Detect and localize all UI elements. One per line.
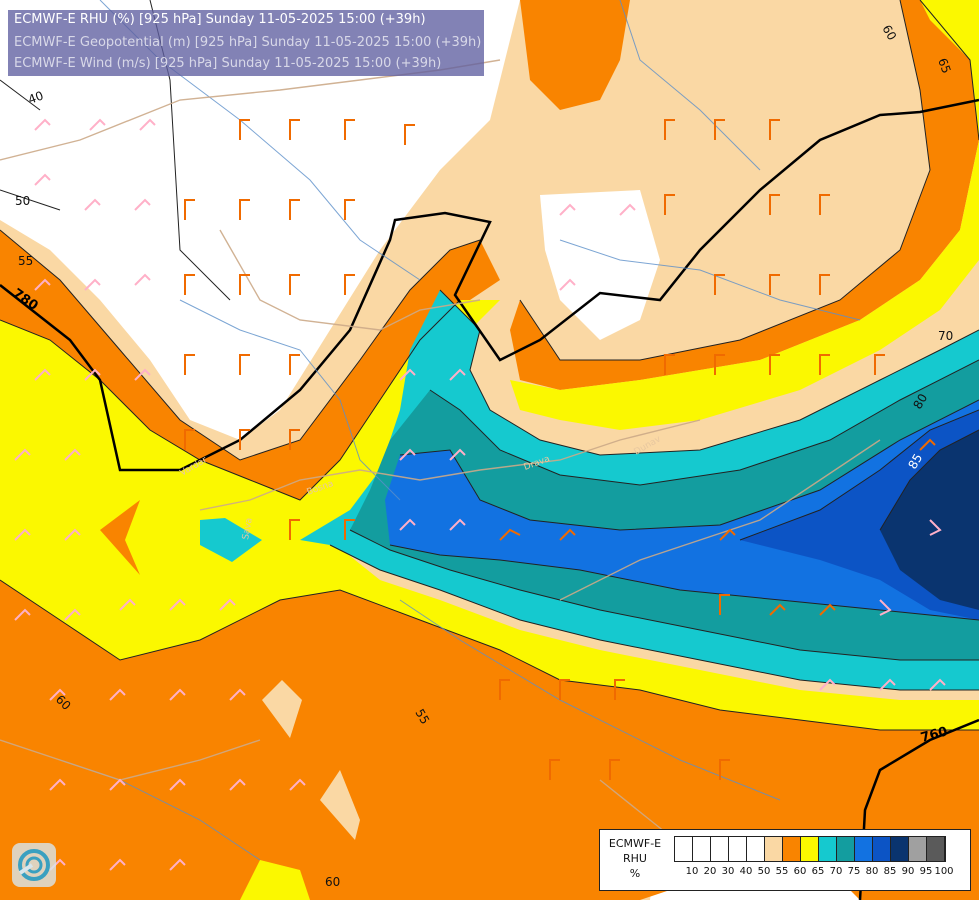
legend-swatch <box>891 837 909 861</box>
legend-swatch <box>909 837 927 861</box>
legend-swatch <box>837 837 855 861</box>
ecmwf-logo-icon <box>12 843 56 887</box>
wind-title: ECMWF-E Wind (m/s) [925 hPa] Sunday 11-0… <box>14 56 442 71</box>
color-legend: ECMWF-E RHU % 10 20 30 40 50 55 60 65 70 75 80 85 90… <box>599 829 971 891</box>
rhu-band-90 <box>880 430 979 610</box>
legend-swatch <box>729 837 747 861</box>
rhu-band-60-ne <box>510 0 979 390</box>
rhu-patch-3 <box>240 860 310 900</box>
legend-swatch <box>693 837 711 861</box>
rhu-label: 60 <box>325 875 340 889</box>
rhu-contours <box>0 0 979 731</box>
legend-tick-label: 55 <box>775 866 789 877</box>
rhu-patch-1 <box>262 680 302 738</box>
rhu-band-60-top <box>520 0 630 110</box>
legend-swatch <box>747 837 765 861</box>
legend-tick-label: 60 <box>793 866 807 877</box>
rhu-label: 40 <box>26 88 45 106</box>
legend-title-unit: % <box>629 867 641 880</box>
legend-tick-label: 90 <box>901 866 915 877</box>
legend-swatch <box>855 837 873 861</box>
legend-tick-label: 65 <box>811 866 825 877</box>
legend-tick-label: 30 <box>721 866 735 877</box>
legend-tick-label: 75 <box>847 866 861 877</box>
legend-swatch <box>927 837 945 861</box>
wind-barbs <box>14 118 946 871</box>
rhu-label: 85 <box>905 451 925 471</box>
legend-swatch <box>711 837 729 861</box>
geopotential-label: 760 <box>919 724 949 746</box>
rhu-band-60-wedge <box>100 500 140 575</box>
legend-tick-label: 95 <box>919 866 933 877</box>
legend-tick-label: 20 <box>703 866 717 877</box>
legend-swatch <box>783 837 801 861</box>
legend-tick-label: 40 <box>739 866 753 877</box>
rhu-band-60-sw <box>0 580 979 900</box>
rhu-band-65-ne <box>510 0 979 430</box>
legend-swatch <box>675 837 693 861</box>
rhu-band-80 <box>385 400 979 620</box>
rhu-label: 55 <box>412 707 432 727</box>
legend-title-model: ECMWF-E <box>608 837 662 850</box>
rhu-patch-2 <box>320 770 360 840</box>
rhu-band-below-50-east <box>540 190 660 340</box>
legend-tick-label: 50 <box>757 866 771 877</box>
title-box <box>8 10 484 76</box>
rhu-label: 70 <box>938 329 953 343</box>
legend-tick-label: 85 <box>883 866 897 877</box>
legend-title-variable: RHU <box>623 852 647 865</box>
rhu-label: 65 <box>935 56 953 75</box>
rhu-band-65-west <box>0 300 979 730</box>
legend-swatch <box>801 837 819 861</box>
legend-ticks: 10 20 30 40 50 55 60 65 70 75 80 85 90 95 100 <box>674 866 974 880</box>
legend-tick-label: 80 <box>865 866 879 877</box>
legend-tick-label: 70 <box>829 866 843 877</box>
river-label: Sava <box>241 517 255 540</box>
legend-tick-label: 10 <box>685 866 699 877</box>
geopotential-title: ECMWF-E Geopotential (m) [925 hPa] Sunda… <box>14 35 482 50</box>
legend-swatches <box>674 836 946 862</box>
rhu-label: 80 <box>910 391 930 411</box>
legend-swatch <box>819 837 837 861</box>
rhu-band-below-50 <box>0 0 520 440</box>
legend-swatch <box>765 837 783 861</box>
rhu-title: ECMWF-E RHU (%) [925 hPa] Sunday 11-05-2… <box>14 12 426 27</box>
rhu-band-70-patch <box>200 518 262 562</box>
legend-swatch <box>873 837 891 861</box>
rhu-label: 50 <box>15 194 30 208</box>
rhu-label: 55 <box>18 254 33 268</box>
rhu-band-60-west <box>0 230 500 500</box>
legend-tick-label: 100 <box>934 866 954 877</box>
rhu-label: 60 <box>879 23 899 43</box>
